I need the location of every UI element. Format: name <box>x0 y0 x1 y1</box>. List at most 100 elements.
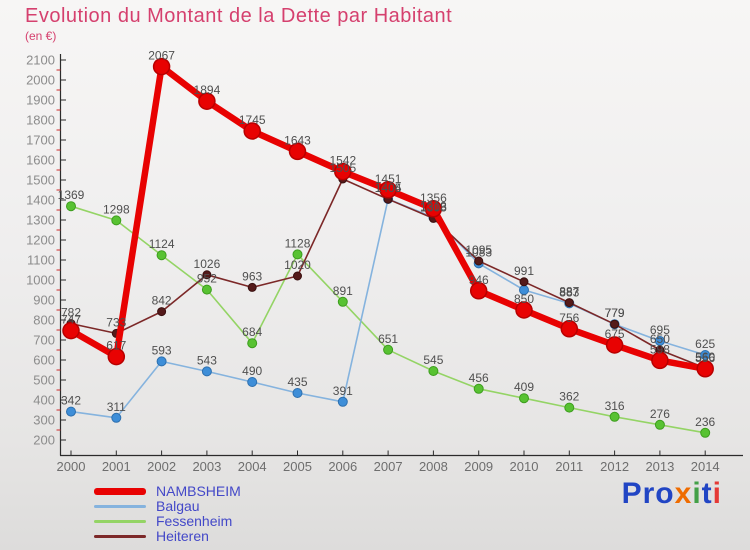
marker-Heiteren <box>610 319 620 329</box>
y-tick-label: 2100 <box>26 53 55 68</box>
marker-NAMBSHEIM <box>515 301 533 319</box>
data-label-Balgau: 593 <box>152 343 172 357</box>
y-tick-label: 800 <box>33 313 55 328</box>
legend-label: NAMBSHEIM <box>156 483 241 499</box>
marker-NAMBSHEIM <box>469 282 488 300</box>
marker-Fessenheim <box>383 344 394 355</box>
marker-Fessenheim <box>700 427 711 438</box>
data-label-Fessenheim: 651 <box>378 332 398 346</box>
logo-letter: x <box>674 477 693 510</box>
y-tick-label: 200 <box>33 433 55 448</box>
data-label-NAMBSHEIM: 747 <box>61 313 81 327</box>
legend-label: Heiteren <box>156 528 209 544</box>
marker-Fessenheim <box>654 419 665 430</box>
data-label-NAMBSHEIM: 946 <box>469 273 489 287</box>
marker-Heiteren <box>202 270 212 280</box>
marker-NAMBSHEIM <box>605 336 624 354</box>
data-label-Fessenheim: 952 <box>197 272 217 286</box>
y-tick-label: 1900 <box>26 93 55 108</box>
data-label-NAMBSHEIM: 1745 <box>239 113 266 127</box>
x-tick-label: 2000 <box>57 459 86 474</box>
data-label-Fessenheim: 409 <box>514 380 534 394</box>
data-label-NAMBSHEIM: 675 <box>605 327 625 341</box>
legend-swatch <box>94 520 146 523</box>
data-label-Heiteren: 782 <box>61 306 81 320</box>
marker-Balgau <box>700 350 711 360</box>
data-label-Balgau: 391 <box>333 384 353 398</box>
data-label-Fessenheim: 545 <box>423 353 443 367</box>
data-label-Fessenheim: 362 <box>559 390 579 404</box>
data-label-Balgau: 1083 <box>465 245 492 259</box>
data-label-NAMBSHEIM: 850 <box>514 292 534 306</box>
logo-letter: i <box>692 477 702 510</box>
data-label-Heiteren: 1020 <box>284 258 311 272</box>
marker-NAMBSHEIM <box>152 57 171 76</box>
marker-Heiteren <box>247 282 257 292</box>
marker-Heiteren <box>293 271 302 281</box>
y-tick-label: 1100 <box>27 253 55 268</box>
data-label-Heiteren: 1026 <box>194 257 221 271</box>
proxiti-logo: Proxiti <box>622 477 722 511</box>
data-label-Heiteren: 1095 <box>465 243 492 257</box>
data-label-Heiteren: 842 <box>152 294 172 308</box>
x-tick-label: 2014 <box>691 459 720 474</box>
y-tick-label: 1300 <box>26 213 55 228</box>
marker-Heiteren <box>474 256 484 266</box>
y-tick-label: 1800 <box>26 113 55 128</box>
data-label-NAMBSHEIM: 556 <box>695 351 715 365</box>
data-label-Fessenheim: 1369 <box>58 188 85 202</box>
x-tick-label: 2003 <box>192 459 221 474</box>
marker-Fessenheim <box>609 411 620 422</box>
x-tick-label: 2007 <box>374 459 403 474</box>
data-label-Balgau: 342 <box>61 394 81 408</box>
data-label-Heiteren: 779 <box>605 306 625 320</box>
marker-Fessenheim <box>292 249 303 260</box>
legend-swatch <box>94 505 146 508</box>
marker-Balgau <box>337 396 348 407</box>
x-tick-label: 2002 <box>147 459 176 474</box>
y-tick-label: 600 <box>33 353 55 368</box>
x-tick-label: 2012 <box>600 459 629 474</box>
data-label-Heiteren: 887 <box>559 285 579 299</box>
data-label-Fessenheim: 316 <box>605 399 625 413</box>
marker-Heiteren <box>564 298 574 308</box>
data-label-Balgau: 1405 <box>375 181 402 195</box>
marker-Balgau <box>66 406 76 417</box>
legend-label: Fessenheim <box>156 513 233 529</box>
marker-Fessenheim <box>66 201 76 212</box>
marker-Fessenheim <box>428 366 439 376</box>
data-label-Balgau: 779 <box>605 306 625 320</box>
y-tick-label: 2000 <box>26 73 55 88</box>
marker-Fessenheim <box>473 383 484 394</box>
y-tick-label: 500 <box>33 373 55 388</box>
legend-swatch <box>94 488 146 495</box>
logo-letter: P <box>621 477 643 510</box>
data-label-Fessenheim: 684 <box>242 325 262 339</box>
marker-NAMBSHEIM <box>696 360 714 378</box>
page-title: Evolution du Montant de la Dette par Hab… <box>25 5 453 27</box>
marker-NAMBSHEIM <box>334 162 352 181</box>
marker-NAMBSHEIM <box>379 181 397 199</box>
x-tick-label: 2013 <box>645 459 674 474</box>
data-label-Fessenheim: 236 <box>695 415 715 429</box>
y-tick-label: 700 <box>33 333 55 348</box>
data-label-NAMBSHEIM: 1542 <box>329 154 356 168</box>
data-label-NAMBSHEIM: 1451 <box>375 172 402 186</box>
data-label-Balgau: 543 <box>197 353 217 367</box>
legend-item-fessenheim: Fessenheim <box>94 514 241 529</box>
data-label-Fessenheim: 276 <box>650 407 670 421</box>
marker-Fessenheim <box>519 393 529 404</box>
data-label-NAMBSHEIM: 617 <box>106 339 126 353</box>
data-label-Heiteren: 963 <box>242 269 262 283</box>
marker-Fessenheim <box>201 284 212 295</box>
marker-Fessenheim <box>156 250 167 261</box>
marker-Fessenheim <box>247 338 258 349</box>
marker-NAMBSHEIM <box>243 122 261 140</box>
data-label-NAMBSHEIM: 2067 <box>148 49 175 63</box>
marker-NAMBSHEIM <box>560 320 579 338</box>
y-tick-label: 900 <box>33 293 55 308</box>
marker-Balgau <box>292 388 303 398</box>
marker-Balgau <box>156 356 167 367</box>
legend-label: Balgau <box>156 498 200 514</box>
